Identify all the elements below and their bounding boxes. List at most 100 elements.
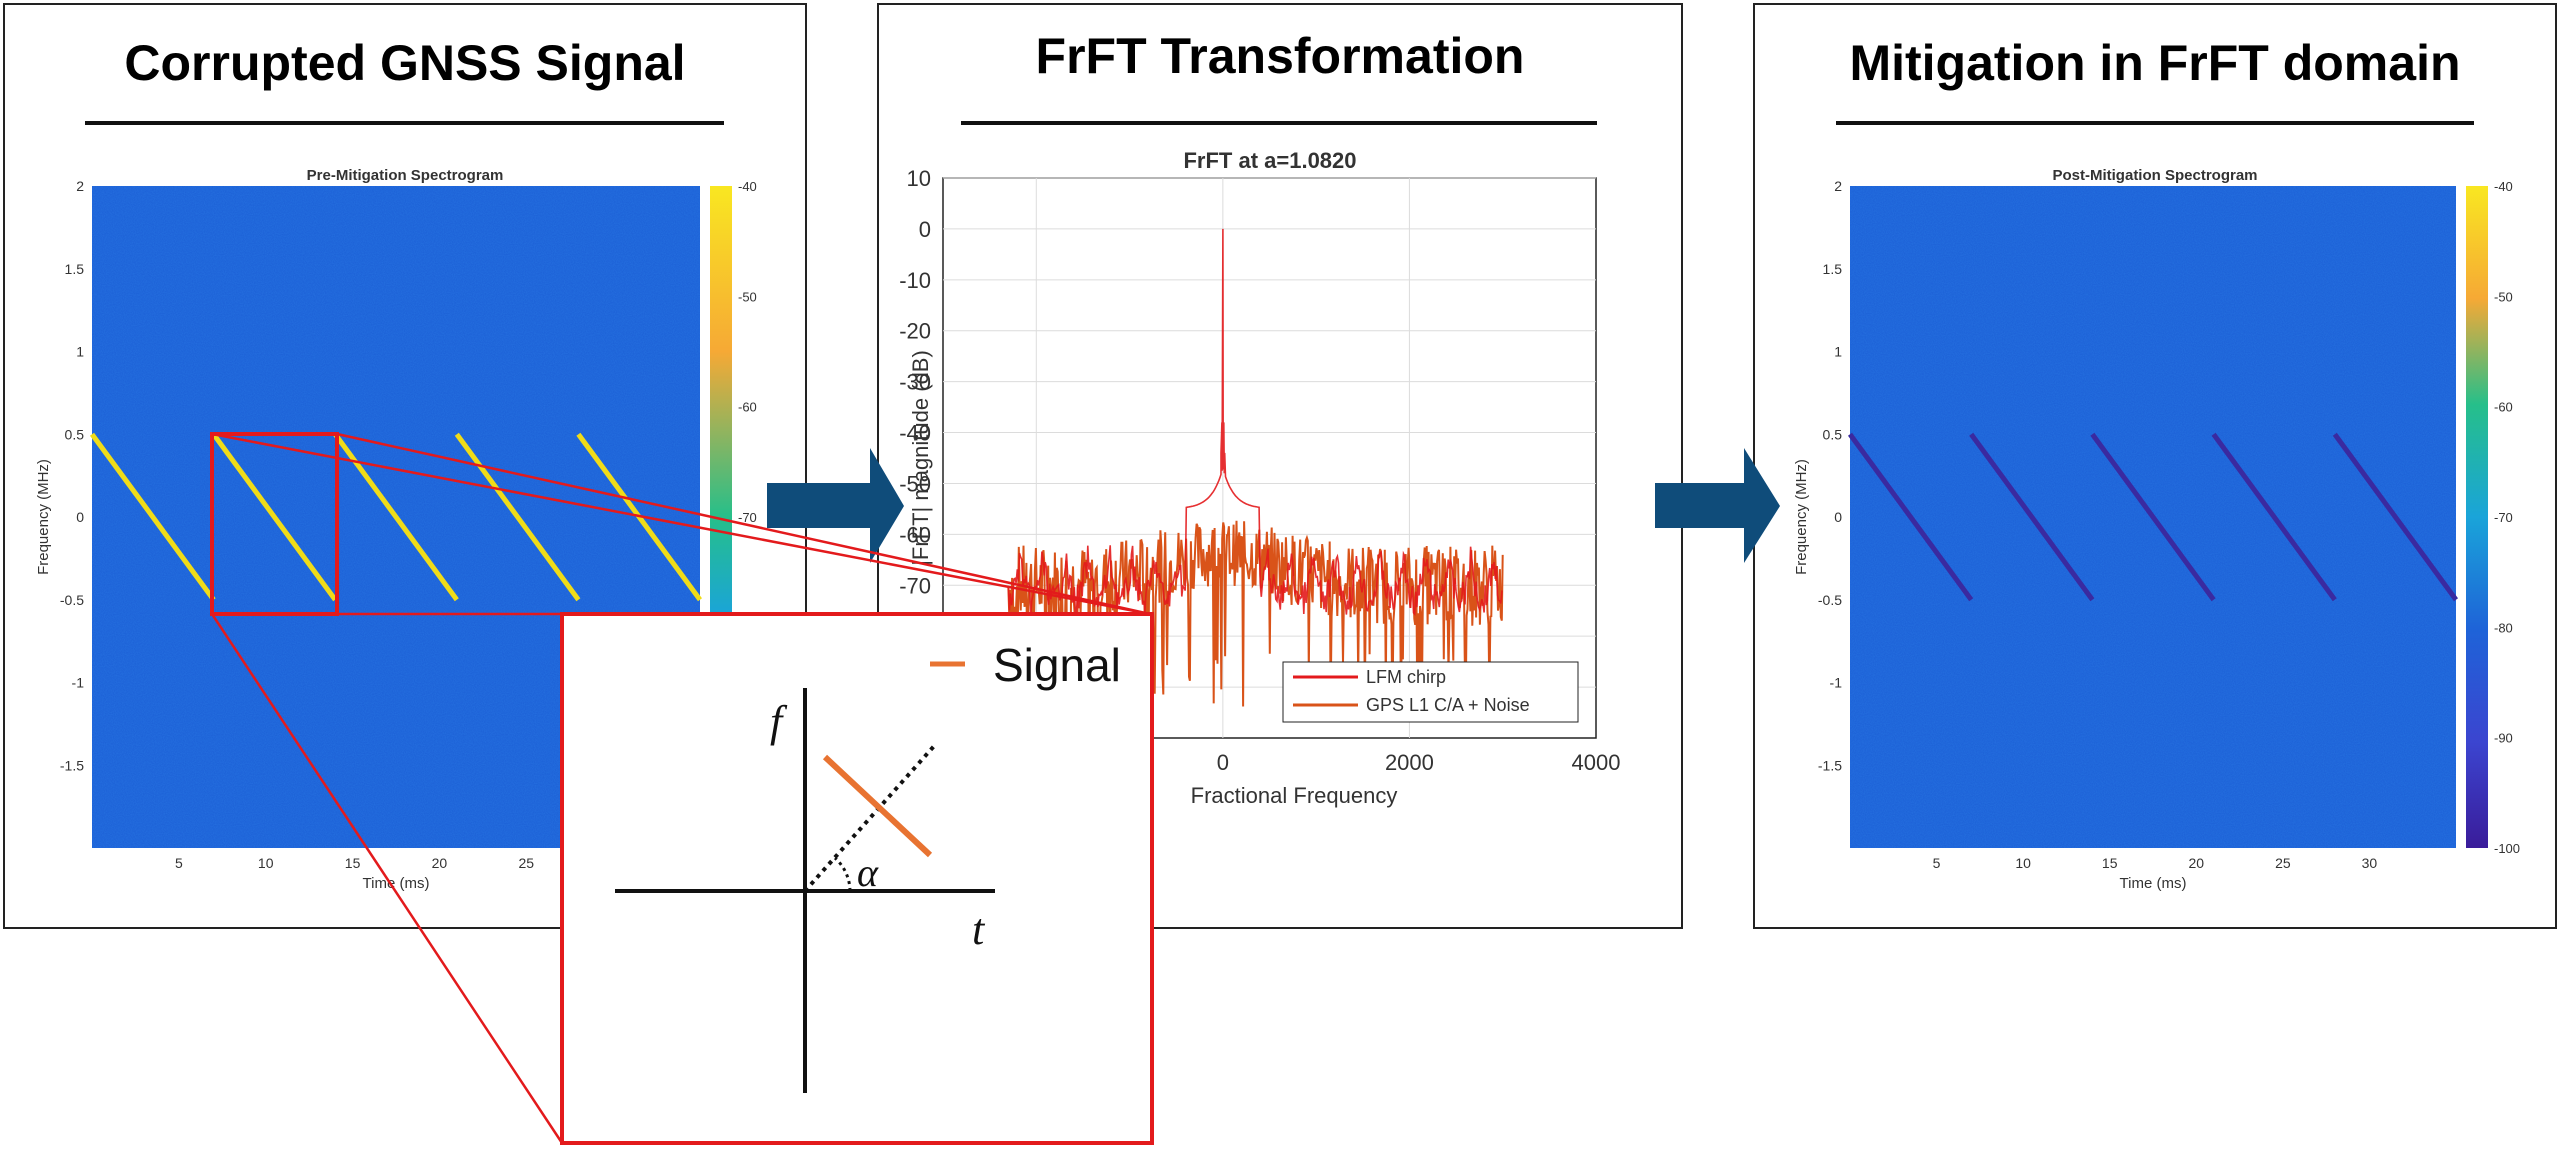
zoom-callout: [210, 432, 1151, 1144]
x-axis-label: Fractional Frequency: [1191, 783, 1398, 808]
y-tick-label: -40: [899, 421, 931, 446]
x-tick-label: 5: [1933, 855, 1941, 871]
chirp-line: [89, 432, 216, 602]
colorbar-ticks: -40 -50 -60 -70: [738, 179, 757, 525]
x-axis-label: Time (ms): [2120, 875, 2187, 892]
y-tick-label: -50: [899, 471, 931, 496]
colorbar-tick-label: -60: [738, 400, 757, 415]
panel-title: FrFT Transformation: [1036, 28, 1525, 84]
chart-title: FrFT at a=1.0820: [1183, 148, 1356, 173]
y-tick-label: -60: [899, 522, 931, 547]
colorbar-tick-label: -90: [2494, 731, 2513, 746]
y-tick-label: -20: [899, 319, 931, 344]
y-axis-label: |FrFT| magnitude (dB): [908, 350, 933, 566]
signal-chirp-line: [822, 754, 933, 858]
chirp-line: [2211, 432, 2337, 602]
panel-title: Mitigation in FrFT domain: [1849, 35, 2460, 91]
y-tick-label: 0.5: [1823, 426, 1843, 442]
y-axis-label: Frequency (MHz): [1793, 459, 1810, 575]
colorbar-tick-label: -100: [2494, 841, 2520, 856]
chirp-line: [1969, 432, 2095, 602]
colorbar-tick-label: -40: [738, 179, 757, 194]
chart-title: Pre-Mitigation Spectrogram: [307, 167, 504, 184]
y-tick-label: 0: [1834, 509, 1842, 525]
chirp-line: [454, 432, 581, 602]
zoom-connector: [336, 432, 1151, 616]
colorbar-tick-label: -80: [2494, 620, 2513, 635]
x-tick-label: 4000: [1572, 750, 1621, 775]
legend: LFM chirp GPS L1 C/A + Noise: [1282, 661, 1579, 723]
colorbar-tick-label: -50: [2494, 289, 2513, 304]
lfm-chirp-line: [1007, 228, 1503, 617]
right-arrow-icon: [1655, 448, 1780, 563]
series-lfm-chirp: [1007, 228, 1503, 617]
zoom-connector: [210, 613, 564, 1144]
y-tick-label: 1: [76, 344, 84, 360]
chirp-lines: [1847, 432, 2459, 602]
x-axis-label: Time (ms): [363, 875, 430, 892]
y-tick-label: 2: [76, 178, 84, 194]
x-ticks: 5 10 15 20 25: [175, 855, 534, 871]
x-tick-label: 10: [258, 855, 274, 871]
colorbar-ticks: -40 -50 -60 -70 -80 -90 -100: [2494, 179, 2520, 856]
zoom-region-box: [210, 432, 339, 616]
y-tick-label: -30: [899, 370, 931, 395]
y-tick-label: -1: [72, 675, 85, 691]
series-gps-l1-ca-noise: [1007, 520, 1504, 721]
x-tick-label: 30: [2362, 855, 2378, 871]
panel-title: Corrupted GNSS Signal: [124, 35, 685, 91]
y-ticks: 10 0 -10 -20 -30 -40 -50 -60 -70: [899, 166, 931, 598]
zoom-connector: [211, 432, 1151, 616]
colorbar-tick-label: -40: [2494, 179, 2513, 194]
right-arrow-icon: [767, 448, 904, 563]
chirp-line: [211, 432, 338, 602]
y-tick-label: -0.5: [1818, 592, 1842, 608]
colorbar: [2466, 186, 2488, 848]
chart-title: Post-Mitigation Spectrogram: [2052, 167, 2257, 184]
y-tick-label: 0.5: [65, 426, 85, 442]
legend-box: [1282, 661, 1579, 723]
y-tick-label: 0: [919, 217, 931, 242]
x-tick-label: 25: [2275, 855, 2291, 871]
panel-mitigation: Mitigation in FrFT domain Post-Mitigatio…: [1753, 3, 2557, 929]
x-tick-label: 20: [432, 855, 448, 871]
y-tick-label: -1: [1830, 675, 1843, 691]
chirp-line: [2332, 432, 2459, 602]
x-tick-label: 2000: [1385, 750, 1434, 775]
y-tick-label: -70: [899, 573, 931, 598]
y-tick-label: -10: [899, 268, 931, 293]
x-tick-label: 20: [2188, 855, 2204, 871]
chirp-line: [2090, 432, 2216, 602]
y-ticks: 2 1.5 1 0.5 0 -0.5 -1 -1.5: [60, 178, 84, 773]
y-tick-label: 2: [1834, 178, 1842, 194]
legend-label-gps: GPS L1 C/A + Noise: [1366, 695, 1530, 715]
t-axis-label: t: [972, 905, 986, 954]
x-tick-label: 5: [175, 855, 183, 871]
x-tick-label: 25: [518, 855, 534, 871]
y-tick-label: -0.5: [60, 592, 84, 608]
y-tick-label: -1.5: [1818, 757, 1842, 773]
legend-label-signal: Signal: [993, 639, 1121, 691]
y-tick-label: 1: [1834, 344, 1842, 360]
x-tick-label: 15: [2102, 855, 2118, 871]
inset-frame: [560, 612, 1154, 1145]
legend-label-lfm: LFM chirp: [1366, 667, 1446, 687]
y-tick-label: -1.5: [60, 757, 84, 773]
y-tick-label: 0: [76, 509, 84, 525]
x-tick-label: 0: [1217, 750, 1229, 775]
inset-geometry: Signal f t α: [560, 612, 1154, 1145]
angle-arc: [833, 856, 852, 892]
colorbar-tick-label: -70: [2494, 510, 2513, 525]
alpha-label: α: [857, 850, 879, 895]
y-tick-label: 1.5: [1823, 261, 1843, 277]
y-ticks: 2 1.5 1 0.5 0 -0.5 -1 -1.5: [1818, 178, 1842, 773]
y-axis-label: Frequency (MHz): [35, 459, 52, 575]
y-tick-label: 10: [907, 166, 931, 191]
y-tick-label: 1.5: [65, 261, 85, 277]
x-tick-label: 15: [345, 855, 361, 871]
chirp-line: [1847, 432, 1974, 602]
rotated-axis: [803, 743, 937, 893]
x-ticks: 5 10 15 20 25 30: [1933, 855, 2378, 871]
colorbar-tick-label: -70: [738, 510, 757, 525]
